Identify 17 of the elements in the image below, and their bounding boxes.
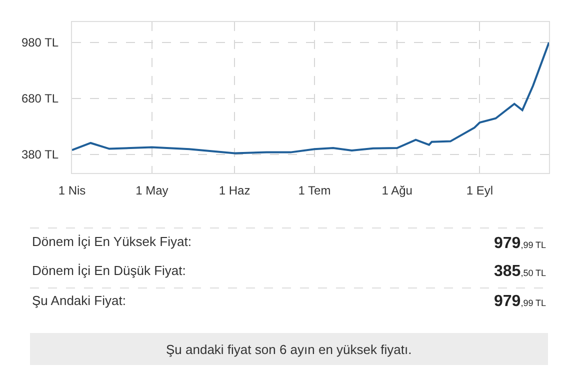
x-tick-label: 1 May	[136, 183, 168, 198]
y-tick-label: 680 TL	[21, 92, 59, 106]
x-tick-label: 1 Eyl	[466, 183, 494, 198]
y-tick-label: 380 TL	[21, 148, 59, 162]
x-tick-label: 1 Haz	[218, 183, 250, 198]
text: 979,99 TL	[494, 293, 546, 310]
text: 979,99 TL	[494, 235, 546, 252]
y-tick-label: 980 TL	[21, 36, 59, 50]
x-tick-label: 1 Ağu	[382, 183, 412, 198]
x-tick-label: 1 Nis	[58, 183, 86, 198]
line-series	[72, 42, 549, 154]
text: :	[182, 263, 186, 278]
text: :	[122, 293, 126, 308]
text: 385,50 TL	[494, 263, 546, 280]
text: Şu andaki fiyat son 6 ayın en yüksek fiyatı.	[166, 342, 412, 357]
text: :	[188, 234, 192, 249]
x-tick-label: 1 Tem	[298, 183, 331, 198]
